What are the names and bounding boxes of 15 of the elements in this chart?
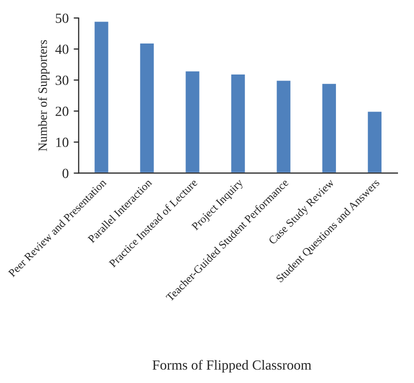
y-tick-label: 30	[56, 76, 68, 86]
bar	[184, 70, 201, 174]
bar	[230, 73, 246, 174]
bar	[93, 20, 110, 174]
bar	[138, 42, 156, 174]
x-axis-title: Forms of Flipped Classroom	[152, 360, 312, 373]
y-axis-title: Number of Supporters	[38, 40, 50, 152]
y-tick-label: 50	[56, 14, 68, 23]
y-tick-label: 20	[56, 106, 68, 116]
y-tick-label: 10	[56, 138, 68, 148]
y-tick-label: 0	[62, 168, 68, 178]
bar	[320, 82, 338, 174]
bar	[366, 110, 383, 174]
y-tick-label: 40	[55, 44, 68, 54]
bar	[275, 79, 292, 174]
